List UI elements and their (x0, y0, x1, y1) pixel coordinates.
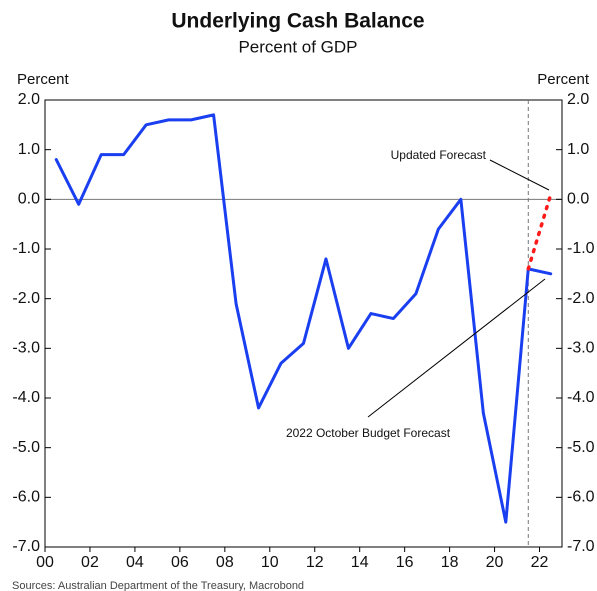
y-axis-label: Percent (17, 71, 70, 88)
y2-tick-label: -4.0 (567, 389, 595, 406)
chart-title: Underlying Cash Balance (171, 10, 424, 33)
forecast-line (526, 192, 553, 271)
x-tick-label: 22 (531, 554, 549, 571)
x-tick-label: 18 (441, 554, 459, 571)
y2-tick-label: -7.0 (567, 538, 595, 555)
y2-axis-label: Percent (537, 71, 590, 88)
x-tick-label: 04 (126, 554, 144, 571)
y-tick-label: 1.0 (18, 141, 40, 158)
source: Sources: Australian Department of the Tr… (12, 580, 304, 591)
y2-tick-label: -2.0 (567, 290, 595, 307)
y2-tick-label: -6.0 (567, 489, 595, 506)
x-tick-label: 16 (396, 554, 414, 571)
x-tick-label: 00 (36, 554, 54, 571)
x-tick-label: 12 (306, 554, 324, 571)
annotation-leader (489, 159, 550, 191)
y2-tick-label: 2.0 (567, 91, 589, 108)
x-tick-label: 20 (486, 554, 504, 571)
x-tick-label: 06 (171, 554, 189, 571)
y2-tick-label: -3.0 (567, 340, 595, 357)
y-tick-label: -1.0 (12, 240, 40, 257)
y-tick-label: 0.0 (18, 191, 40, 208)
annotation: Updated Forecast (391, 148, 487, 162)
x-tick-label: 02 (81, 554, 99, 571)
x-tick-label: 08 (216, 554, 234, 571)
x-tick-label: 10 (261, 554, 279, 571)
x-tick-label: 14 (351, 554, 369, 571)
y-tick-label: 2.0 (18, 91, 40, 108)
y-tick-label: -6.0 (12, 489, 40, 506)
y2-tick-label: -1.0 (567, 240, 595, 257)
y-tick-label: -5.0 (12, 439, 40, 456)
annotation-leader (367, 278, 546, 418)
annotation: 2022 October Budget Forecast (286, 426, 451, 440)
y-tick-label: -4.0 (12, 389, 40, 406)
plot-frame (44, 99, 563, 548)
chart-subtitle: Percent of GDP (238, 37, 357, 56)
y-tick-label: -3.0 (12, 340, 40, 357)
y-tick-label: -7.0 (12, 538, 40, 555)
y2-tick-label: 1.0 (567, 141, 589, 158)
y-tick-label: -2.0 (12, 290, 40, 307)
data-line (54, 113, 553, 524)
y2-tick-label: 0.0 (567, 191, 589, 208)
y2-tick-label: -5.0 (567, 439, 595, 456)
